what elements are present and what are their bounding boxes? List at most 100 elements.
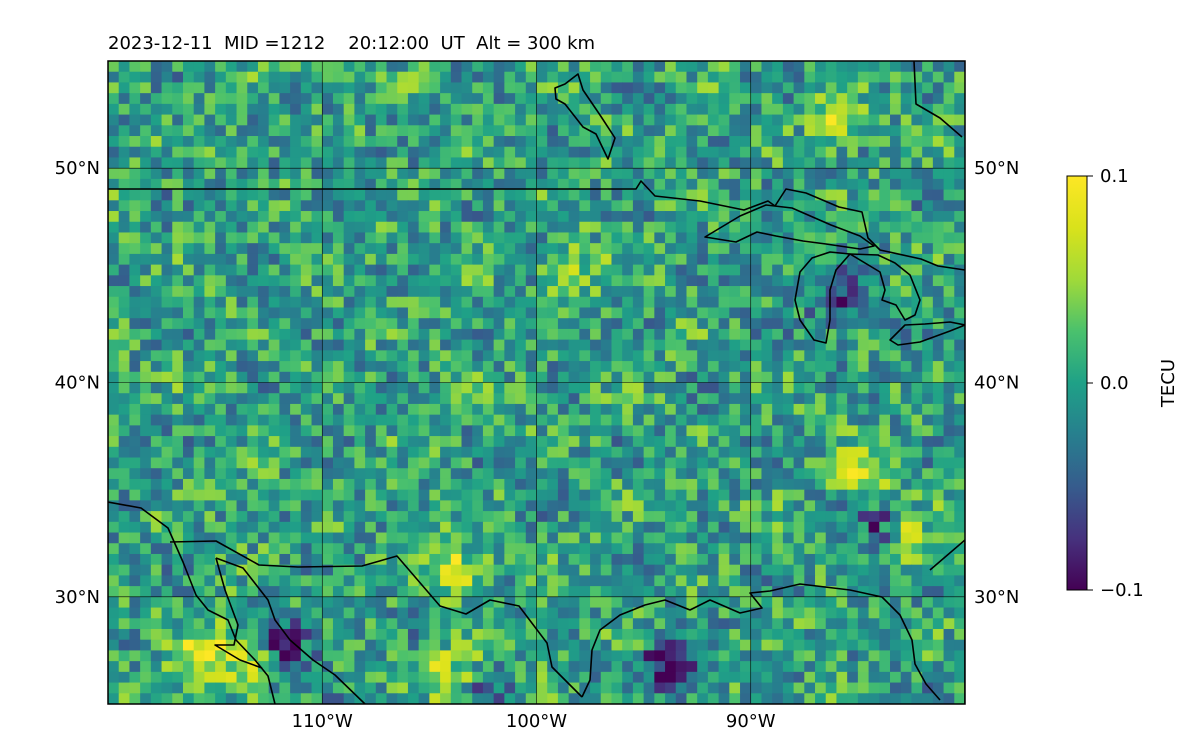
heatmap-cell xyxy=(375,403,388,416)
heatmap-cell xyxy=(622,425,634,437)
heatmap-cell xyxy=(665,511,677,523)
baja-inner-coast xyxy=(214,557,263,669)
heatmap-cell xyxy=(772,671,784,684)
heatmap-cell xyxy=(215,264,227,276)
heatmap-cell xyxy=(397,318,409,330)
heatmap-cell xyxy=(311,446,323,459)
heatmap-cell xyxy=(279,457,291,469)
heatmap-cell xyxy=(397,575,409,587)
heatmap-cell xyxy=(150,189,163,201)
heatmap-cell xyxy=(150,318,163,330)
heatmap-cell xyxy=(547,628,559,641)
heatmap-cell xyxy=(868,350,880,362)
heatmap-cell xyxy=(525,671,538,684)
heatmap-cell xyxy=(643,543,655,555)
heatmap-cell xyxy=(418,639,430,652)
heatmap-cell xyxy=(140,436,152,448)
heatmap-cell xyxy=(750,211,763,223)
heatmap-cell xyxy=(354,146,366,159)
heatmap-cell xyxy=(322,425,334,437)
heatmap-cell xyxy=(782,468,795,480)
heatmap-cell xyxy=(118,136,131,148)
heatmap-cell xyxy=(825,532,838,544)
heatmap-cell xyxy=(772,393,784,405)
heatmap-cell xyxy=(857,639,870,652)
heatmap-cell xyxy=(300,586,313,598)
heatmap-cell xyxy=(429,211,441,223)
heatmap-cell xyxy=(515,296,527,309)
heatmap-cell xyxy=(772,661,784,673)
heatmap-cell xyxy=(686,543,698,555)
heatmap-cell xyxy=(911,382,923,394)
heatmap-cell xyxy=(193,500,206,512)
heatmap-cell xyxy=(932,136,945,148)
heatmap-cell xyxy=(707,457,720,469)
heatmap-cell xyxy=(482,221,495,234)
heatmap-cell xyxy=(632,61,645,73)
heatmap-cell xyxy=(375,189,388,201)
heatmap-cell xyxy=(943,382,955,394)
heatmap-cell xyxy=(922,403,934,416)
heatmap-cell xyxy=(718,446,730,459)
heatmap-cell xyxy=(857,82,870,94)
heatmap-cell xyxy=(686,650,698,662)
heatmap-cell xyxy=(836,586,848,598)
heatmap-cell xyxy=(557,553,570,566)
heatmap-cell xyxy=(525,296,538,309)
heatmap-cell xyxy=(193,232,206,244)
heatmap-cell xyxy=(718,71,730,84)
heatmap-cell xyxy=(772,103,784,116)
heatmap-cell xyxy=(579,232,591,244)
heatmap-cell xyxy=(386,382,398,394)
heatmap-cell xyxy=(707,511,720,523)
heatmap-cell xyxy=(108,586,120,598)
heatmap-cell xyxy=(108,275,120,287)
heatmap-cell xyxy=(879,103,891,116)
heatmap-cell xyxy=(600,543,613,555)
heatmap-cell xyxy=(482,211,495,223)
heatmap-cell xyxy=(225,361,238,373)
heatmap-cell xyxy=(172,671,184,684)
heatmap-cell xyxy=(236,243,248,255)
heatmap-cell xyxy=(150,136,163,148)
heatmap-cell xyxy=(557,253,570,266)
heatmap-cell xyxy=(172,596,184,609)
heatmap-cell xyxy=(836,446,848,459)
heatmap-cell xyxy=(300,296,313,309)
heatmap-cell xyxy=(643,114,655,126)
heatmap-cell xyxy=(600,178,613,191)
heatmap-cell xyxy=(611,157,623,169)
heatmap-cell xyxy=(632,457,645,469)
heatmap-cell xyxy=(386,468,398,480)
heatmap-cell xyxy=(407,532,420,544)
heatmap-cell xyxy=(140,489,152,501)
heatmap-cell xyxy=(268,650,280,662)
heatmap-cell xyxy=(354,478,366,491)
heatmap-cell xyxy=(311,382,323,394)
heatmap-cell xyxy=(643,586,655,598)
heatmap-cell xyxy=(890,275,902,287)
heatmap-cell xyxy=(247,682,259,694)
heatmap-cell xyxy=(354,296,366,309)
heatmap-cell xyxy=(547,553,559,566)
heatmap-cell xyxy=(365,103,377,116)
heatmap-cell xyxy=(311,661,323,673)
heatmap-cell xyxy=(547,436,559,448)
heatmap-cell xyxy=(257,586,270,598)
heatmap-cell xyxy=(590,607,602,619)
heatmap-cell xyxy=(343,478,355,491)
heatmap-cell xyxy=(718,661,730,673)
heatmap-cell xyxy=(472,296,484,309)
heatmap-cell xyxy=(740,511,752,523)
heatmap-cell xyxy=(129,607,141,619)
heatmap-cell xyxy=(515,157,527,169)
heatmap-cell xyxy=(911,575,923,587)
heatmap-cell xyxy=(890,628,902,641)
heatmap-cell xyxy=(600,403,613,416)
heatmap-cell xyxy=(782,414,795,426)
heatmap-cell xyxy=(322,639,334,652)
heatmap-cell xyxy=(825,61,838,73)
heatmap-cell xyxy=(879,243,891,255)
heatmap-cell xyxy=(911,489,923,501)
heatmap-cell xyxy=(129,275,141,287)
